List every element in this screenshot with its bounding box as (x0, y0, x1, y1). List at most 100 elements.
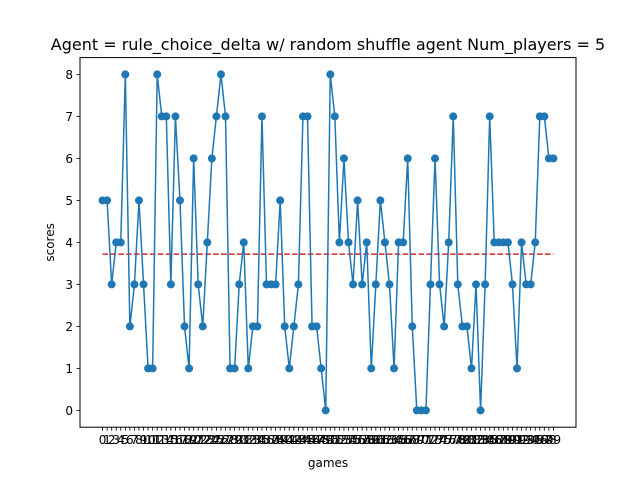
data-point (294, 280, 303, 289)
data-point (312, 322, 321, 331)
data-point (481, 280, 490, 289)
data-point (134, 196, 143, 205)
data-point (121, 70, 130, 79)
data-point (440, 322, 449, 331)
x-tick-label: 66 (396, 433, 411, 447)
x-tick-label: 23 (200, 433, 215, 447)
x-tick-label: 67 (400, 433, 415, 447)
data-point (349, 280, 358, 289)
x-tick-label: 89 (500, 433, 515, 447)
data-point (276, 196, 285, 205)
x-axis-label: games (308, 456, 348, 470)
data-point (526, 280, 535, 289)
x-tick-label: 43 (291, 433, 306, 447)
data-point (453, 280, 462, 289)
x-tick-label: 76 (441, 433, 456, 447)
x-tick-label: 9 (140, 433, 148, 447)
data-point (189, 154, 198, 163)
x-tick-label: 65 (391, 433, 406, 447)
data-point (148, 364, 157, 373)
data-point (362, 238, 371, 247)
data-point (130, 280, 139, 289)
x-tick-label: 69 (409, 433, 424, 447)
x-tick-label: 62 (377, 433, 392, 447)
x-tick-label: 91 (509, 433, 524, 447)
data-point (431, 154, 440, 163)
series-line (102, 73, 554, 412)
data-point (485, 112, 494, 121)
x-tick-label: 77 (446, 433, 461, 447)
x-tick-label: 48 (314, 433, 329, 447)
x-tick-label: 5 (121, 433, 129, 447)
x-tick-label: 28 (222, 433, 237, 447)
data-point (390, 364, 399, 373)
x-tick-label: 63 (382, 433, 397, 447)
data-point (280, 322, 289, 331)
data-point (339, 154, 348, 163)
data-point (385, 280, 394, 289)
data-point (116, 238, 125, 247)
data-point (467, 364, 476, 373)
data-point (330, 112, 339, 121)
x-tick-label: 11 (145, 433, 160, 447)
x-tick-label: 55 (345, 433, 360, 447)
x-tick-label: 35 (254, 433, 269, 447)
x-tick-label: 99 (546, 433, 561, 447)
y-tick-label: 7 (65, 110, 73, 124)
x-tick-label: 78 (450, 433, 465, 447)
data-point (198, 322, 207, 331)
x-tick-label: 45 (300, 433, 315, 447)
data-point (462, 322, 471, 331)
x-tick-label: 84 (477, 433, 492, 447)
x-tick-label: 27 (218, 433, 233, 447)
x-tick-label: 39 (273, 433, 288, 447)
data-point (171, 112, 180, 121)
data-point (271, 280, 280, 289)
data-point (371, 280, 380, 289)
x-tick-label: 36 (259, 433, 274, 447)
x-tick-label: 41 (282, 433, 297, 447)
data-point (549, 154, 558, 163)
x-tick-label: 3 (112, 433, 120, 447)
data-point (408, 322, 417, 331)
x-tick-label: 81 (464, 433, 479, 447)
data-point (103, 196, 112, 205)
data-point (207, 154, 216, 163)
x-tick-label: 44 (295, 433, 310, 447)
x-tick-label: 4 (117, 433, 125, 447)
x-tick-label: 97 (537, 433, 552, 447)
x-tick-label: 72 (423, 433, 438, 447)
x-tick-label: 2 (108, 433, 116, 447)
data-point (125, 322, 134, 331)
y-tick-label: 4 (65, 236, 73, 250)
data-point (380, 238, 389, 247)
x-tick-label: 38 (268, 433, 283, 447)
x-tick-label: 56 (350, 433, 365, 447)
x-tick-label: 12 (150, 433, 165, 447)
data-point (180, 322, 189, 331)
data-points (98, 70, 558, 415)
data-point (444, 238, 453, 247)
y-axis-label: scores (43, 223, 57, 262)
x-tick-label: 92 (514, 433, 529, 447)
data-point (513, 364, 522, 373)
x-tick-label: 82 (468, 433, 483, 447)
x-tick-label: 0 (99, 433, 107, 447)
data-point (166, 280, 175, 289)
data-point (367, 364, 376, 373)
x-tick-label: 46 (304, 433, 319, 447)
x-tick-label: 87 (491, 433, 506, 447)
data-point (212, 112, 221, 121)
data-point (235, 280, 244, 289)
x-tick-label: 75 (437, 433, 452, 447)
x-tick-label: 52 (332, 433, 347, 447)
x-tick-label: 68 (405, 433, 420, 447)
data-point (257, 112, 266, 121)
y-tick-label: 8 (65, 68, 73, 82)
x-tick-label: 95 (528, 433, 543, 447)
data-point (421, 406, 430, 415)
y-tick-label: 5 (65, 194, 73, 208)
x-tick-label: 34 (250, 433, 265, 447)
y-tick-label: 6 (65, 152, 73, 166)
x-tick-label: 64 (386, 433, 401, 447)
